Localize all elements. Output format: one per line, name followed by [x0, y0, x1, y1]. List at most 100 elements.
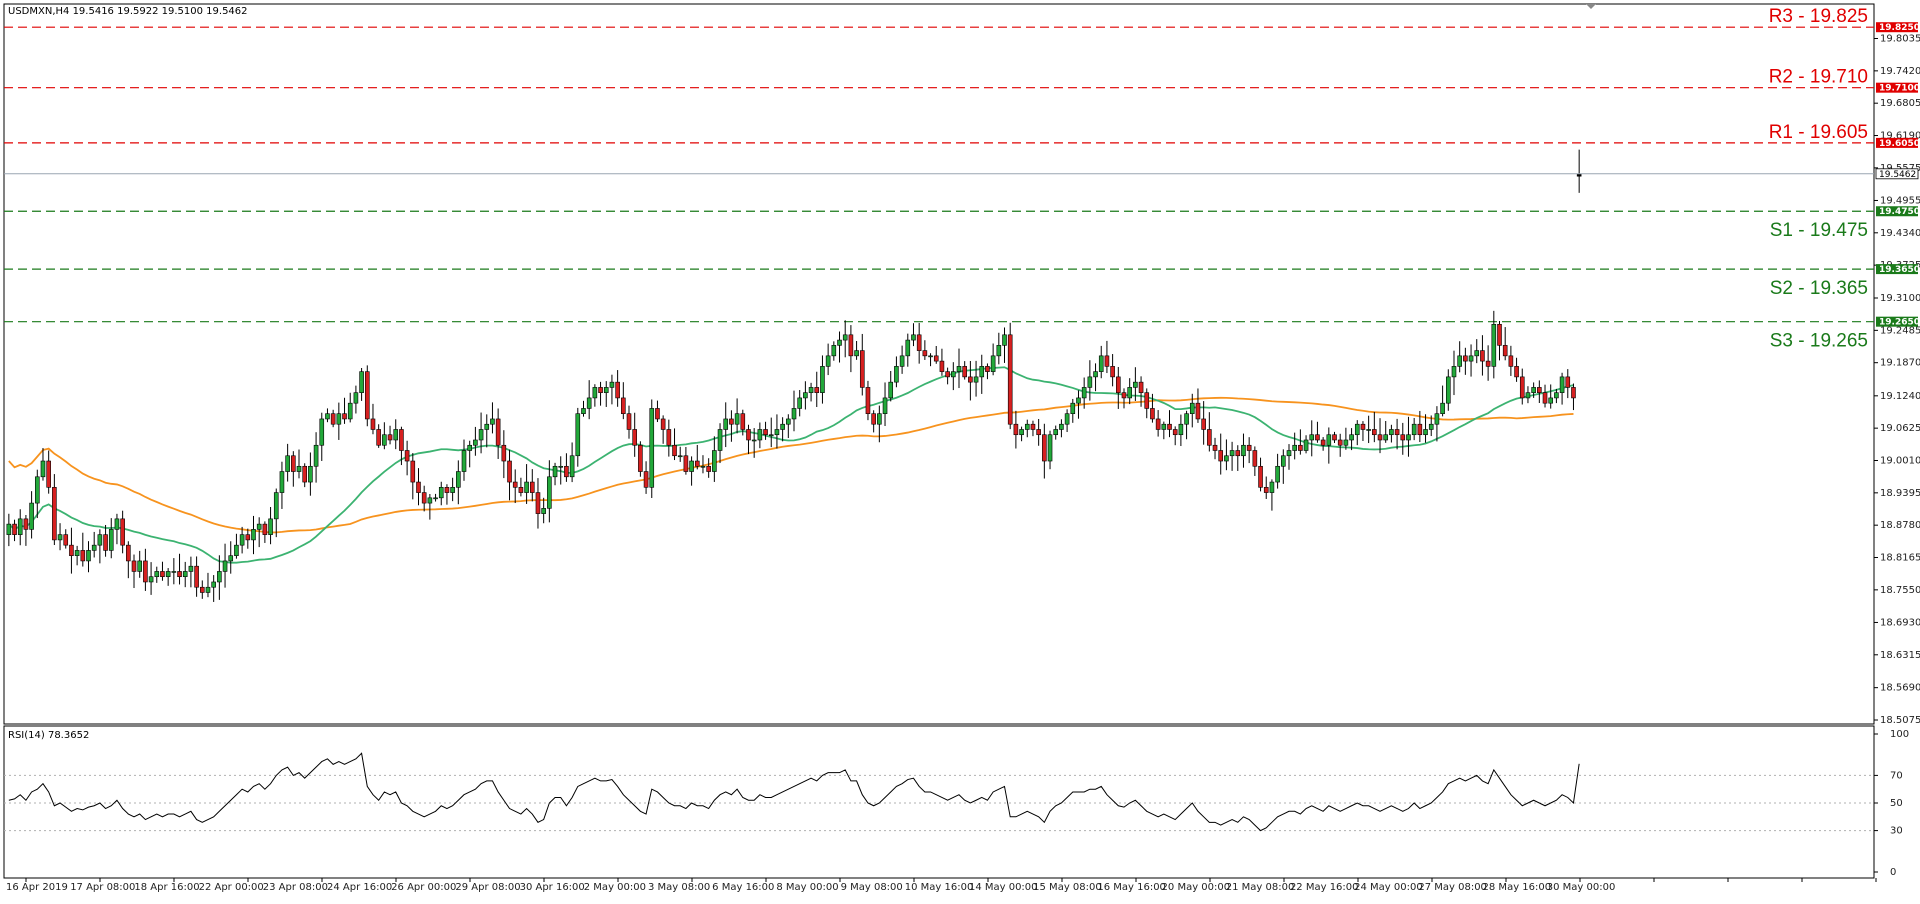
bullish-candle — [854, 350, 859, 357]
bullish-candle — [228, 555, 234, 562]
current-price-tag — [1875, 168, 1919, 180]
bearish-candle — [729, 418, 734, 425]
time-tick-label: 10 May 16:00 — [905, 882, 974, 893]
bullish-candle — [928, 355, 933, 358]
scroll-marker-icon[interactable] — [1586, 4, 1596, 9]
bullish-candle — [29, 502, 34, 530]
bearish-candle — [1508, 355, 1514, 367]
bearish-candle — [859, 350, 865, 388]
time-tick-label: 8 May 00:00 — [776, 882, 838, 893]
level-price-tag-label: 19.3650 — [1879, 265, 1920, 275]
bearish-candle — [1394, 429, 1400, 436]
level-price-tag — [1876, 264, 1918, 275]
bullish-candle — [723, 418, 729, 430]
rsi-tick-label: 30 — [1890, 826, 1903, 837]
bullish-candle — [268, 518, 273, 535]
bearish-candle — [103, 534, 108, 551]
bearish-candle — [683, 455, 689, 472]
bullish-candle — [251, 529, 256, 541]
bearish-candle — [399, 429, 404, 451]
time-tick-label: 20 May 00:00 — [1162, 882, 1231, 893]
bullish-candle — [450, 487, 455, 493]
bearish-candle — [1167, 423, 1172, 430]
bearish-candle — [291, 455, 296, 472]
bullish-candle — [347, 402, 353, 420]
bearish-candle — [12, 523, 17, 535]
level-price-tag-label: 19.7100 — [1879, 84, 1920, 94]
bearish-candle — [871, 413, 876, 425]
bearish-candle — [126, 544, 131, 562]
bullish-candle — [1326, 434, 1332, 446]
bullish-candle — [148, 576, 154, 583]
bullish-candle — [1411, 423, 1417, 436]
bearish-candle — [330, 413, 336, 425]
rsi-line — [8, 752, 1580, 832]
price-tick-label: 19.4955 — [1880, 195, 1920, 206]
bullish-candle — [899, 355, 905, 367]
bullish-candle — [382, 434, 387, 446]
bearish-candle — [512, 481, 518, 488]
bearish-candle — [666, 429, 672, 446]
bullish-candle — [40, 460, 46, 478]
bearish-candle — [621, 397, 626, 414]
bullish-candle — [137, 560, 143, 572]
price-tick-label: 19.6805 — [1880, 98, 1920, 109]
time-tick-label: 14 May 00:00 — [969, 882, 1038, 893]
bullish-candle — [1224, 455, 1229, 462]
bullish-candle — [1474, 350, 1480, 357]
bullish-candle — [1269, 481, 1275, 493]
bearish-candle — [518, 487, 524, 493]
bullish-candle — [1548, 397, 1554, 404]
price-tick-label: 19.8035 — [1880, 34, 1920, 45]
bullish-candle — [1434, 413, 1440, 425]
bearish-candle — [501, 444, 507, 462]
price-tick-label: 18.5690 — [1880, 683, 1920, 694]
time-tick-label: 22 Apr 00:00 — [199, 882, 264, 893]
bullish-candle — [808, 387, 814, 393]
bullish-candle — [1383, 434, 1389, 441]
bearish-candle — [1417, 423, 1423, 436]
bearish-candle — [1377, 434, 1383, 441]
price-tick-label: 18.6930 — [1880, 617, 1920, 628]
bullish-candle — [791, 408, 797, 420]
bearish-candle — [507, 460, 512, 483]
rsi-tick-label: 70 — [1890, 770, 1903, 781]
bearish-candle — [638, 444, 643, 472]
bearish-candle — [1258, 465, 1263, 488]
price-tick-label: 18.8780 — [1880, 520, 1920, 531]
bullish-candle — [911, 334, 916, 341]
bullish-candle — [279, 471, 285, 493]
price-tick-label: 19.0010 — [1880, 455, 1920, 466]
time-tick-label: 17 Apr 08:00 — [70, 882, 135, 893]
bullish-candle — [1423, 429, 1428, 436]
time-tick-label: 24 May 00:00 — [1354, 882, 1423, 893]
bullish-candle — [1286, 450, 1292, 457]
bearish-candle — [1212, 444, 1218, 451]
rsi-panel-frame — [3, 725, 1875, 879]
bearish-candle — [1360, 423, 1366, 430]
level-price-tag — [1876, 206, 1918, 217]
bullish-candle — [490, 418, 495, 425]
bullish-candle — [188, 565, 194, 572]
bearish-candle — [160, 571, 165, 578]
bearish-candle — [1138, 381, 1144, 393]
bearish-candle — [968, 376, 973, 383]
bearish-candle — [672, 444, 677, 457]
bullish-candle — [1343, 439, 1349, 446]
bullish-candle — [325, 413, 330, 420]
bearish-candle — [1252, 450, 1258, 467]
bullish-candle — [700, 465, 706, 468]
bullish-candle — [1280, 455, 1286, 467]
bearish-candle — [1201, 418, 1206, 430]
bullish-candle — [1292, 444, 1297, 451]
bullish-candle — [1127, 387, 1132, 399]
level-price-tag-label: 19.6050 — [1879, 139, 1920, 149]
bullish-candle — [1064, 413, 1070, 425]
bullish-candle — [1354, 423, 1360, 436]
bearish-candle — [660, 418, 666, 430]
bullish-candle — [165, 571, 171, 578]
time-tick-label: 6 May 16:00 — [712, 882, 774, 893]
bearish-candle — [376, 429, 381, 446]
bullish-candle — [154, 571, 160, 578]
chart-title: USDMXN,H4 19.5416 19.5922 19.5100 19.546… — [8, 6, 248, 17]
